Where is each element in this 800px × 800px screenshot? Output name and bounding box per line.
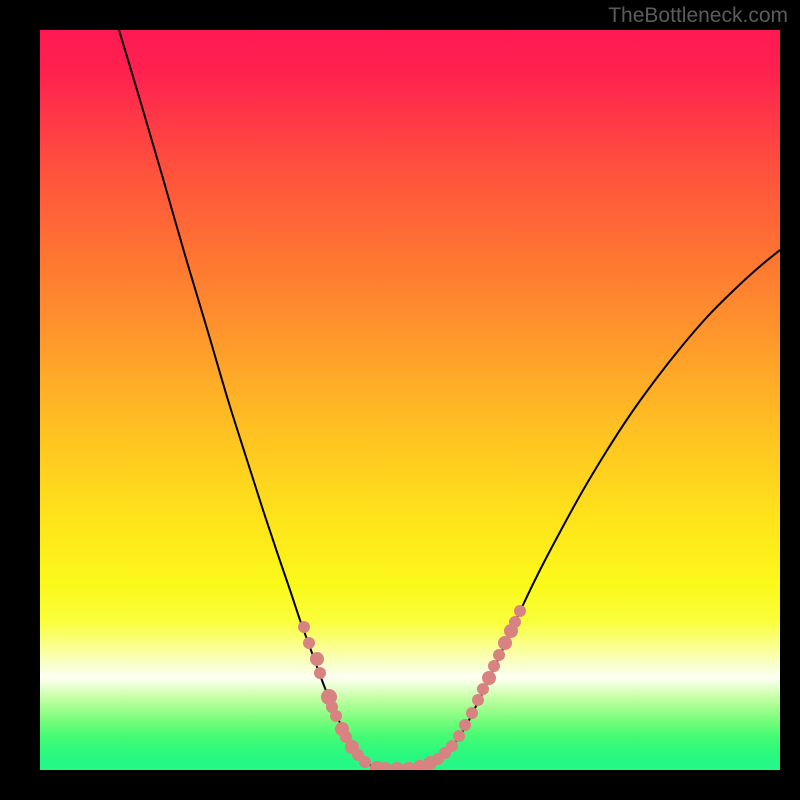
curve-left-descending <box>119 30 397 770</box>
data-marker <box>514 605 526 617</box>
data-marker <box>310 652 324 666</box>
data-marker <box>459 719 471 731</box>
data-marker <box>359 756 371 768</box>
curve-right-ascending <box>397 250 780 770</box>
data-marker <box>493 649 505 661</box>
plot-area <box>40 30 780 770</box>
watermark-text: TheBottleneck.com <box>608 4 788 28</box>
data-marker <box>298 621 310 633</box>
data-marker <box>303 637 315 649</box>
data-marker <box>477 683 489 695</box>
data-marker <box>446 740 458 752</box>
data-marker <box>488 660 500 672</box>
data-marker <box>330 710 342 722</box>
data-marker <box>509 616 521 628</box>
data-marker <box>466 707 478 719</box>
data-marker <box>472 694 484 706</box>
data-marker <box>482 671 496 685</box>
data-marker <box>453 730 465 742</box>
data-marker <box>314 667 326 679</box>
data-marker <box>498 636 512 650</box>
curves-layer <box>40 30 780 770</box>
